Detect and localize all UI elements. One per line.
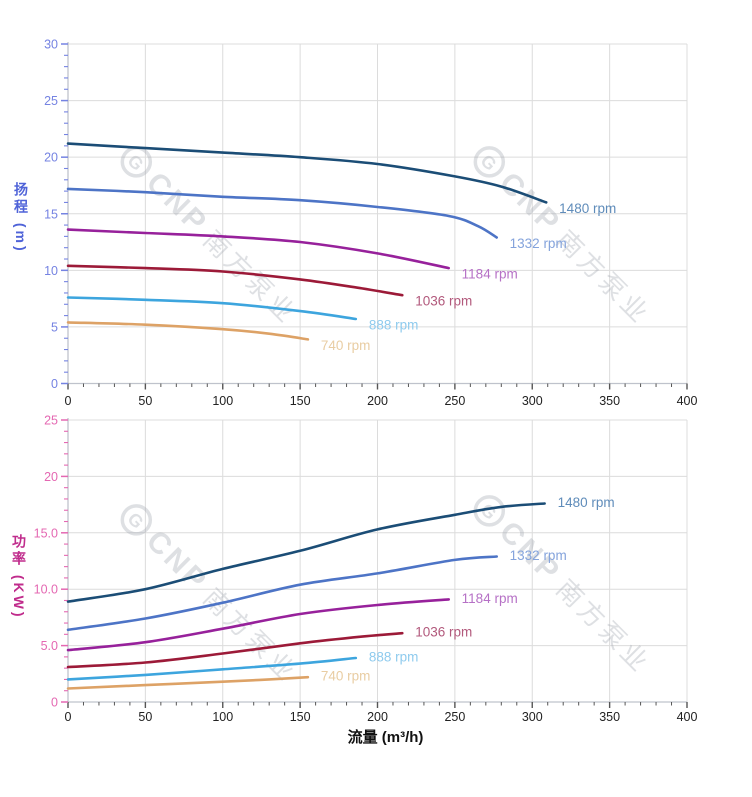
curve-label-740-rpm: 740 rpm: [321, 338, 371, 353]
y-tick-label: 20: [44, 151, 58, 165]
curve-888-rpm: [66, 296, 358, 321]
x-tick-label: 400: [677, 710, 698, 724]
x-tick-label: 250: [444, 710, 465, 724]
cnp-logo-icon: [473, 146, 506, 178]
curve-1332-rpm: [66, 555, 498, 632]
y-tick-label: 15: [44, 207, 58, 221]
head-axis-title: 扬程 (m): [13, 182, 29, 254]
curve-label-888-rpm: 888 rpm: [369, 317, 419, 332]
x-tick-label: 100: [212, 394, 233, 408]
cnp-logo-icon: [120, 146, 153, 178]
x-tick-label: 50: [138, 710, 152, 724]
x-tick-label: 200: [367, 394, 388, 408]
y-tick-label: 25: [44, 414, 58, 428]
curve-1036-rpm: [66, 631, 404, 669]
curve-label-1332-rpm: 1332 rpm: [510, 548, 567, 563]
curve-label-1184-rpm: 1184 rpm: [462, 267, 518, 282]
x-tick-label: 300: [522, 394, 543, 408]
y-tick-label: 10: [44, 264, 58, 278]
curve-1036-rpm: [66, 264, 404, 297]
y-tick-label: 10.0: [34, 583, 58, 597]
curve-label-1332-rpm: 1332 rpm: [510, 236, 567, 251]
x-tick-label: 350: [599, 710, 620, 724]
curve-740-rpm: [66, 675, 310, 690]
x-tick-label: 150: [290, 710, 311, 724]
curve-label-888-rpm: 888 rpm: [369, 650, 419, 665]
curve-1332-rpm: [66, 187, 498, 239]
y-tick-label: 5.0: [41, 639, 58, 653]
x-tick-label: 150: [290, 394, 311, 408]
y-tick-label: 15.0: [34, 526, 58, 540]
y-tick-label: 0: [51, 696, 58, 710]
x-tick-label: 250: [444, 394, 465, 408]
curve-label-740-rpm: 740 rpm: [321, 669, 371, 684]
x-tick-label: 0: [65, 394, 72, 408]
y-tick-label: 20: [44, 470, 58, 484]
curve-label-1480-rpm: 1480 rpm: [558, 495, 615, 510]
cnp-logo-icon: [120, 504, 153, 536]
curve-1480-rpm: [66, 142, 548, 204]
curve-1184-rpm: [66, 598, 450, 652]
curve-888-rpm: [66, 656, 358, 681]
x-tick-label: 50: [138, 394, 152, 408]
flow-axis-title: 流量 (m³/h): [347, 729, 424, 746]
x-tick-label: 300: [522, 710, 543, 724]
x-tick-label: 400: [677, 394, 698, 408]
curve-label-1036-rpm: 1036 rpm: [415, 294, 472, 309]
y-tick-label: 30: [44, 38, 58, 52]
x-tick-label: 0: [65, 710, 72, 724]
curve-label-1184-rpm: 1184 rpm: [462, 591, 518, 606]
y-tick-label: 25: [44, 94, 58, 108]
curve-label-1480-rpm: 1480 rpm: [559, 201, 616, 216]
curve-1480-rpm: [66, 502, 546, 603]
y-tick-label: 0: [51, 377, 58, 391]
x-tick-label: 350: [599, 394, 620, 408]
power-axis-title: 功率 (KW): [11, 534, 27, 620]
y-tick-label: 5: [51, 320, 58, 334]
curve-740-rpm: [66, 321, 310, 341]
curve-1184-rpm: [66, 228, 450, 270]
x-tick-label: 100: [212, 710, 233, 724]
curve-label-1036-rpm: 1036 rpm: [415, 625, 472, 640]
cnp-logo-icon: [473, 495, 506, 527]
x-tick-label: 200: [367, 710, 388, 724]
